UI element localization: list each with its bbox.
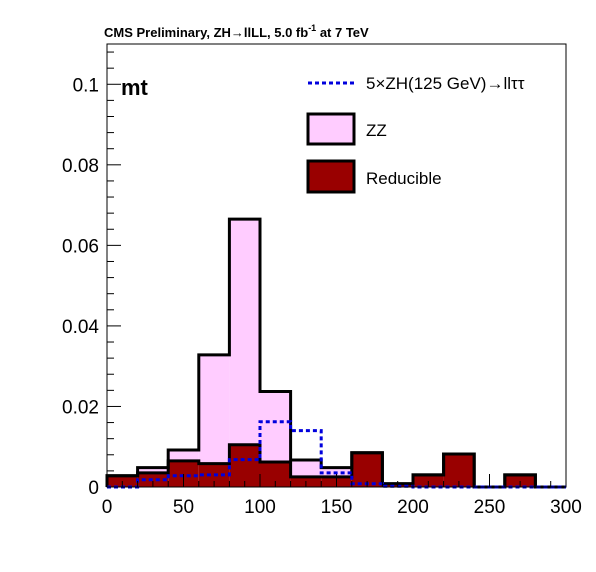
bar-reducible: [504, 474, 536, 487]
legend-reducible-label: Reducible: [366, 169, 442, 188]
x-tick-label: 0: [102, 497, 113, 518]
x-tick-label: 300: [550, 497, 582, 518]
histogram-bars: [107, 219, 536, 487]
legend-signal-label: 5×ZH(125 GeV)→llττ: [366, 74, 525, 93]
y-tick-label: 0.02: [62, 397, 99, 418]
chart-header: CMS Preliminary, ZH→llLL, 5.0 fb-1 at 7 …: [104, 23, 369, 40]
bar-zz: [168, 449, 199, 461]
chart-header-sup: -1: [308, 23, 316, 33]
chart-header-tail: at 7 TeV: [316, 25, 369, 40]
bar-zz: [229, 219, 260, 445]
y-tick-label: 0: [88, 478, 99, 499]
y-tick-label: 0.04: [62, 317, 99, 338]
y-tick-label: 0.06: [62, 236, 99, 257]
signal-series: [107, 420, 566, 489]
legend-zz-label: ZZ: [366, 121, 387, 140]
bar-zz: [260, 391, 291, 463]
axes: 0 50 100 150 200 250 300 0 0.02 0.04 0.06 0.08 0.1: [62, 51, 582, 518]
y-tick-label: 0.1: [73, 75, 99, 96]
bar-reducible: [413, 474, 444, 487]
legend-reducible-swatch: [306, 159, 356, 194]
x-tick-label: 200: [397, 497, 429, 518]
x-tick-label: 50: [173, 497, 194, 518]
x-tick-label: 250: [474, 497, 506, 518]
x-tick-label: 100: [244, 497, 276, 518]
signal-line: [107, 420, 566, 489]
bar-reducible: [229, 444, 260, 487]
bar-zz: [137, 467, 169, 473]
x-tick-label: 150: [321, 497, 353, 518]
legend: 5×ZH(125 GeV)→llττ ZZ Reducible: [306, 74, 525, 194]
bar-zz: [198, 354, 230, 464]
bar-zz: [290, 460, 322, 477]
bar-reducible: [137, 472, 169, 487]
y-tick-label: 0.08: [62, 156, 99, 177]
legend-zz-swatch: [306, 112, 356, 146]
chart-header-main: CMS Preliminary, ZH→llLL, 5.0 fb: [104, 25, 308, 40]
channel-label: mt: [121, 75, 149, 100]
